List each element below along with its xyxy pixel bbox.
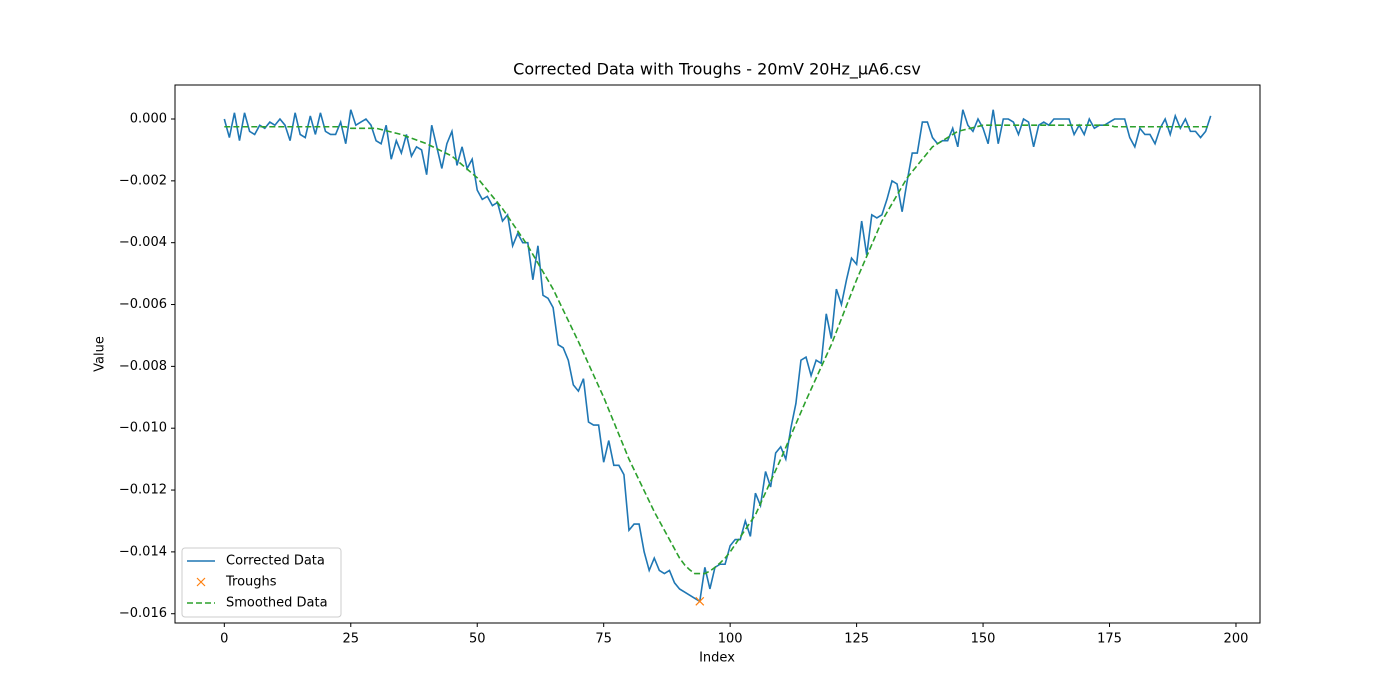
y-tick-label: −0.010 <box>119 421 167 436</box>
x-tick-label: 150 <box>971 632 996 647</box>
y-tick-label: −0.014 <box>119 544 167 559</box>
y-tick-label: −0.008 <box>119 359 167 374</box>
y-tick-label: 0.000 <box>130 112 167 127</box>
y-axis-label: Value <box>93 336 108 372</box>
trough-marker <box>695 596 705 606</box>
x-tick-label: 75 <box>595 632 612 647</box>
x-tick-label: 0 <box>220 632 228 647</box>
legend-box <box>181 547 342 618</box>
legend-label: Smoothed Data <box>226 596 328 611</box>
y-tick-label: −0.006 <box>119 297 167 312</box>
y-tick-label: −0.002 <box>119 173 167 188</box>
x-tick-label: 50 <box>469 632 486 647</box>
x-tick-label: 200 <box>1224 632 1249 647</box>
smoothed-line <box>224 124 1211 575</box>
chart-title: Corrected Data with Troughs - 20mV 20Hz_… <box>513 60 921 80</box>
x-axis-label: Index <box>699 651 735 666</box>
plot-frame <box>174 84 1261 624</box>
x-tick-label: 125 <box>844 632 869 647</box>
legend-label: Troughs <box>225 575 277 590</box>
x-tick-label: 100 <box>718 632 743 647</box>
legend-label: Corrected Data <box>226 554 325 569</box>
y-tick-label: −0.012 <box>119 483 167 498</box>
legend-marker <box>196 577 206 587</box>
y-tick-label: −0.004 <box>119 235 167 250</box>
x-tick-label: 175 <box>1097 632 1122 647</box>
y-tick-label: −0.016 <box>119 606 167 621</box>
x-tick-label: 25 <box>343 632 360 647</box>
legend: Corrected Data Troughs Smoothed Data <box>181 547 342 618</box>
data-line <box>223 109 1212 603</box>
